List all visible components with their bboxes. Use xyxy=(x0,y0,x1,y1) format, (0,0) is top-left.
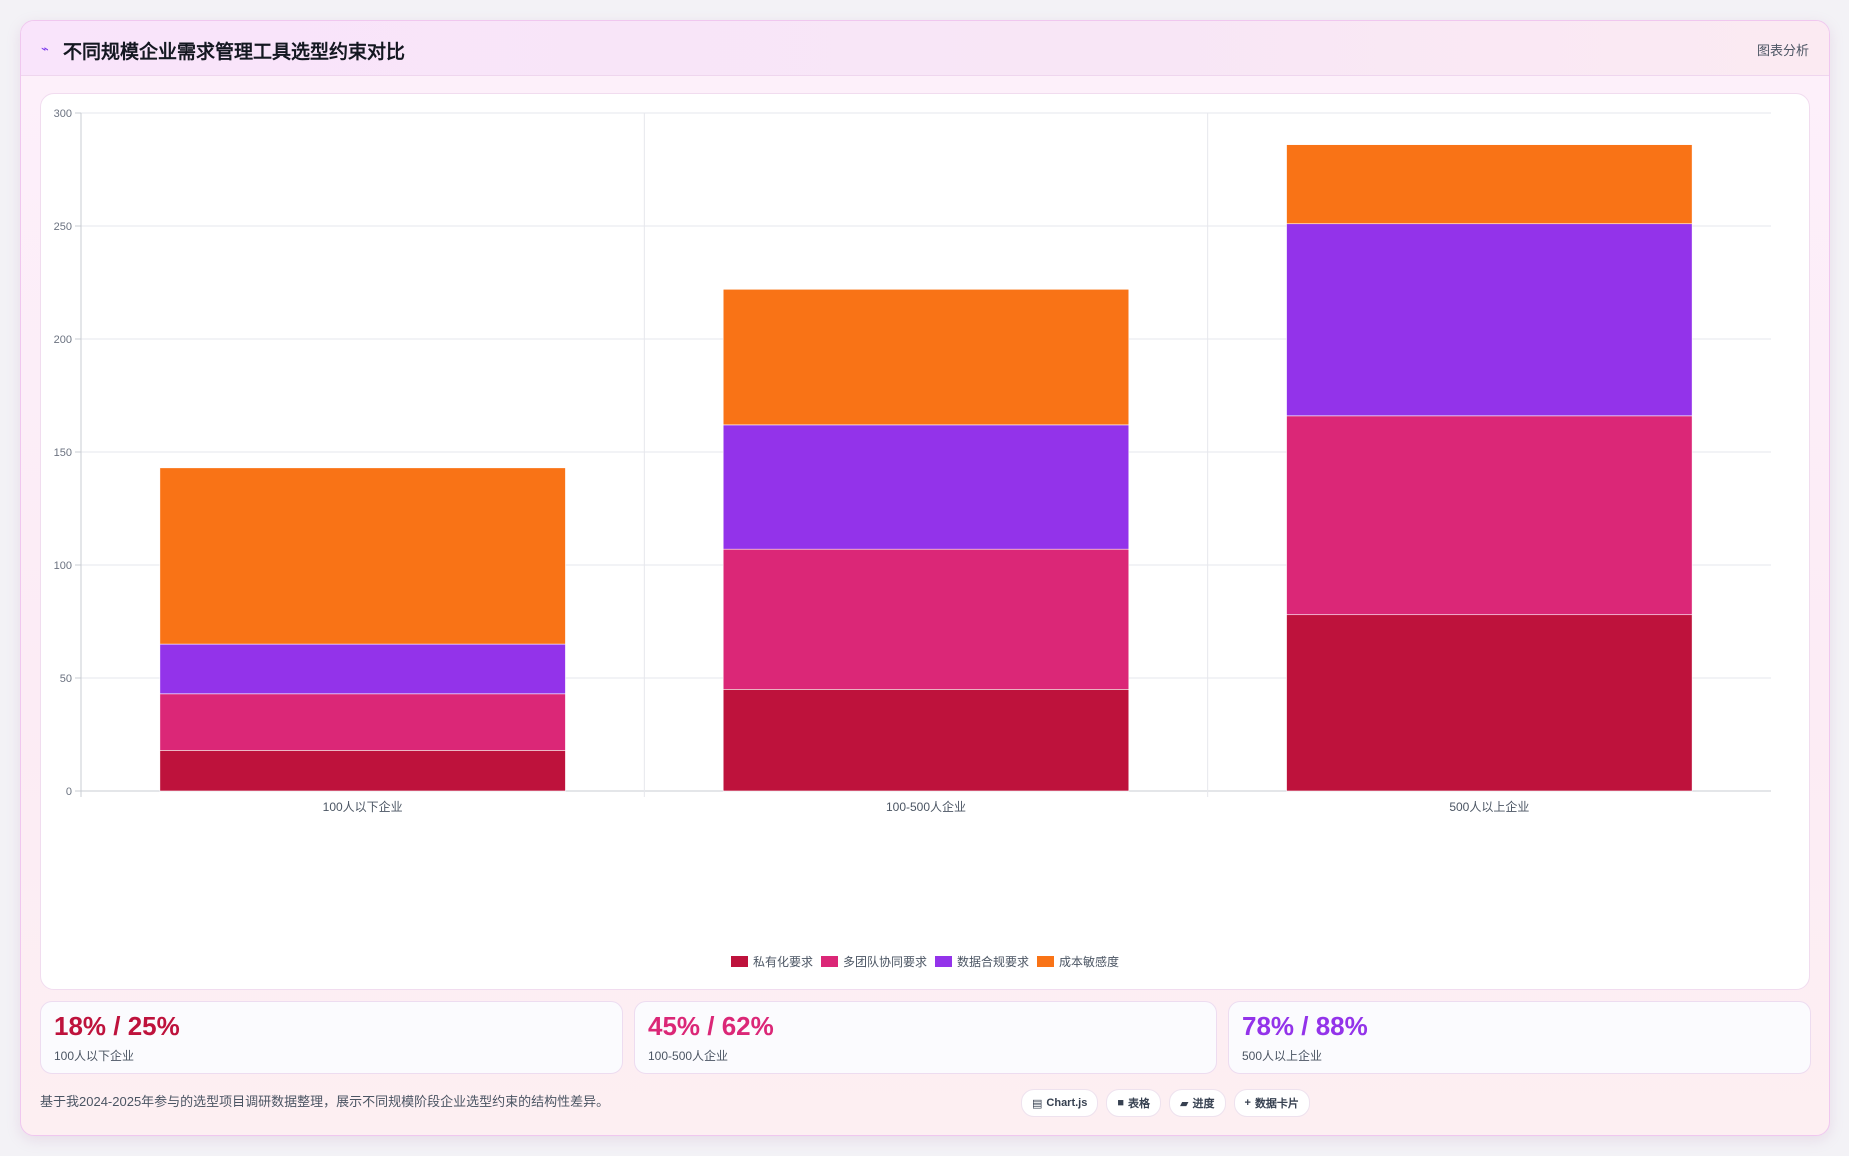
stat-value: 78% / 88% xyxy=(1242,1011,1368,1041)
stat-card-medium: 45% / 62% 100-500人企业 xyxy=(634,1001,1217,1074)
chart-panel: 0 50 100 150 200 250 300 100人以下企业 100-500人企业 500人… xyxy=(40,93,1810,990)
bar-segment xyxy=(722,424,1130,550)
tag-table[interactable]: ■ 表格 xyxy=(1106,1089,1162,1117)
bar-segment xyxy=(159,750,566,792)
tag-label: 表格 xyxy=(1128,1098,1151,1110)
bar-segment xyxy=(722,288,1130,426)
chart-analysis-link[interactable]: 图表分析 xyxy=(1756,43,1809,58)
stacked-bar-chart: 0 50 100 150 200 250 300 100人以下企业 100-500人企业 500人… xyxy=(54,108,1771,814)
table-icon: ■ xyxy=(1117,1097,1125,1109)
legend-item[interactable]: 私有化要求 xyxy=(730,953,813,970)
legend-swatch xyxy=(820,956,838,967)
y-tick-label: 200 xyxy=(54,334,72,346)
y-tick-label: 150 xyxy=(54,447,72,459)
bar-segment xyxy=(159,693,566,751)
legend-item[interactable]: 数据合规要求 xyxy=(935,953,1029,970)
stat-value: 18% / 25% xyxy=(54,1011,180,1041)
stat-label: 100-500人企业 xyxy=(648,1049,729,1063)
legend-swatch xyxy=(730,956,748,967)
legend-label: 私有化要求 xyxy=(752,955,813,969)
card-header: ⌁ 不同规模企业需求管理工具选型约束对比 图表分析 xyxy=(21,21,1829,76)
chart-icon: ▤ xyxy=(1032,1097,1043,1110)
footer-note: 基于我2024-2025年参与的选型项目调研数据整理，展示不同规模阶段企业选型约… xyxy=(40,1094,610,1109)
legend-item[interactable]: 成本敏感度 xyxy=(1037,953,1119,970)
bar-segment xyxy=(722,548,1130,690)
y-tick-label: 0 xyxy=(66,786,72,798)
legend-label: 成本敏感度 xyxy=(1059,955,1120,969)
bar-segment xyxy=(1286,614,1693,792)
bar-segment xyxy=(1286,415,1693,616)
card-icon: + xyxy=(1244,1097,1251,1109)
stat-card-small: 18% / 25% 100人以下企业 xyxy=(40,1001,623,1074)
stat-card-large: 78% / 88% 500人以上企业 xyxy=(1228,1001,1811,1074)
bar-segment xyxy=(1286,223,1693,417)
tech-tags: ▤ Chart.js ■ 表格 ▰ 进度 + 数据卡片 xyxy=(1021,1089,1310,1117)
chart-card: ⌁ 不同规模企业需求管理工具选型约束对比 图表分析 0 50 100 150 200 25… xyxy=(20,20,1830,1136)
tag-label: 进度 xyxy=(1192,1098,1215,1110)
x-tick-label: 100-500人企业 xyxy=(886,799,966,814)
y-tick-label: 100 xyxy=(54,560,72,572)
bar-segment xyxy=(722,688,1130,792)
tag-data-card[interactable]: + 数据卡片 xyxy=(1233,1089,1310,1117)
y-tick-label: 250 xyxy=(54,221,72,233)
legend-item[interactable]: 多团队协同要求 xyxy=(820,953,927,970)
card-title: 不同规模企业需求管理工具选型约束对比 xyxy=(63,42,406,63)
legend-label: 多团队协同要求 xyxy=(842,955,927,969)
tag-label: Chart.js xyxy=(1046,1097,1088,1109)
x-tick-label: 500人以上企业 xyxy=(1449,799,1529,814)
chart-line-icon: ⌁ xyxy=(41,41,49,56)
bar-segment xyxy=(159,643,566,695)
y-tick-label: 300 xyxy=(54,108,72,120)
legend-label: 数据合规要求 xyxy=(957,955,1030,969)
stat-label: 500人以上企业 xyxy=(1242,1049,1323,1063)
tag-label: 数据卡片 xyxy=(1254,1098,1299,1110)
legend-swatch xyxy=(1037,956,1055,967)
stat-value: 45% / 62% xyxy=(648,1011,774,1041)
chart-legend: 私有化要求 多团队协同要求 数据合规要求 成本敏感度 xyxy=(41,953,1809,970)
tag-progress[interactable]: ▰ 进度 xyxy=(1169,1089,1226,1117)
y-tick-label: 50 xyxy=(60,673,72,685)
tag-chartjs[interactable]: ▤ Chart.js xyxy=(1021,1089,1099,1117)
progress-icon: ▰ xyxy=(1180,1097,1189,1110)
stat-label: 100人以下企业 xyxy=(54,1049,135,1063)
bar-segment xyxy=(1286,144,1693,225)
bar-segment xyxy=(159,467,566,645)
x-tick-label: 100人以下企业 xyxy=(323,799,403,814)
legend-swatch xyxy=(935,956,952,967)
